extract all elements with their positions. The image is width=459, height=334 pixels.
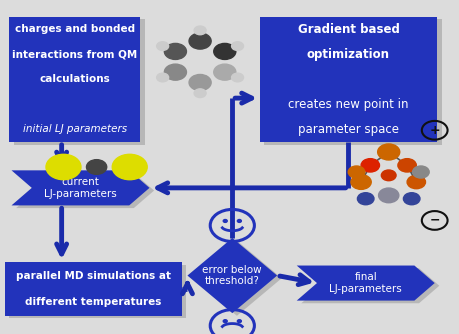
- Text: interactions from QM: interactions from QM: [12, 49, 137, 59]
- Text: different temperatures: different temperatures: [25, 297, 161, 307]
- Text: current
LJ-parameters: current LJ-parameters: [44, 177, 117, 199]
- Text: +: +: [428, 124, 439, 137]
- Bar: [259, 17, 436, 142]
- Circle shape: [112, 154, 147, 180]
- Polygon shape: [192, 240, 281, 316]
- Bar: [264, 19, 441, 145]
- Circle shape: [237, 219, 241, 222]
- Circle shape: [357, 193, 373, 205]
- Bar: [9, 17, 140, 142]
- Circle shape: [194, 26, 206, 35]
- Text: parameter space: parameter space: [297, 123, 398, 136]
- Circle shape: [164, 64, 186, 80]
- Text: calculations: calculations: [39, 74, 110, 84]
- Bar: [14, 19, 145, 145]
- Circle shape: [213, 43, 235, 59]
- Circle shape: [381, 170, 395, 181]
- Text: error below
threshold?: error below threshold?: [202, 265, 262, 286]
- Circle shape: [378, 188, 398, 203]
- Circle shape: [157, 42, 168, 50]
- Text: creates new point in: creates new point in: [288, 98, 408, 111]
- Circle shape: [46, 154, 81, 180]
- Circle shape: [350, 175, 370, 189]
- Bar: [9, 265, 186, 318]
- Circle shape: [347, 166, 364, 178]
- Circle shape: [189, 74, 211, 91]
- Polygon shape: [301, 268, 438, 303]
- Circle shape: [231, 73, 243, 82]
- Circle shape: [237, 320, 241, 323]
- Circle shape: [377, 144, 399, 160]
- Polygon shape: [296, 266, 434, 301]
- Circle shape: [403, 193, 419, 205]
- Circle shape: [223, 320, 227, 323]
- Circle shape: [406, 175, 425, 189]
- Circle shape: [157, 73, 168, 82]
- Circle shape: [194, 89, 206, 98]
- Polygon shape: [16, 173, 154, 208]
- Circle shape: [412, 166, 428, 178]
- Bar: [5, 262, 181, 316]
- Polygon shape: [11, 170, 149, 205]
- Circle shape: [397, 159, 415, 172]
- Circle shape: [231, 42, 243, 50]
- Text: charges and bonded: charges and bonded: [15, 24, 134, 34]
- Circle shape: [86, 160, 106, 174]
- Circle shape: [213, 64, 235, 80]
- Circle shape: [360, 159, 379, 172]
- Text: final
LJ-parameters: final LJ-parameters: [329, 272, 401, 294]
- Circle shape: [164, 43, 186, 59]
- Polygon shape: [187, 238, 276, 313]
- Text: Gradient based: Gradient based: [297, 23, 398, 36]
- Circle shape: [189, 33, 211, 49]
- Text: parallel MD simulations at: parallel MD simulations at: [16, 271, 170, 281]
- Text: −: −: [429, 214, 439, 227]
- Text: initial LJ parameters: initial LJ parameters: [22, 125, 127, 134]
- Text: optimization: optimization: [306, 48, 389, 61]
- Circle shape: [223, 219, 227, 222]
